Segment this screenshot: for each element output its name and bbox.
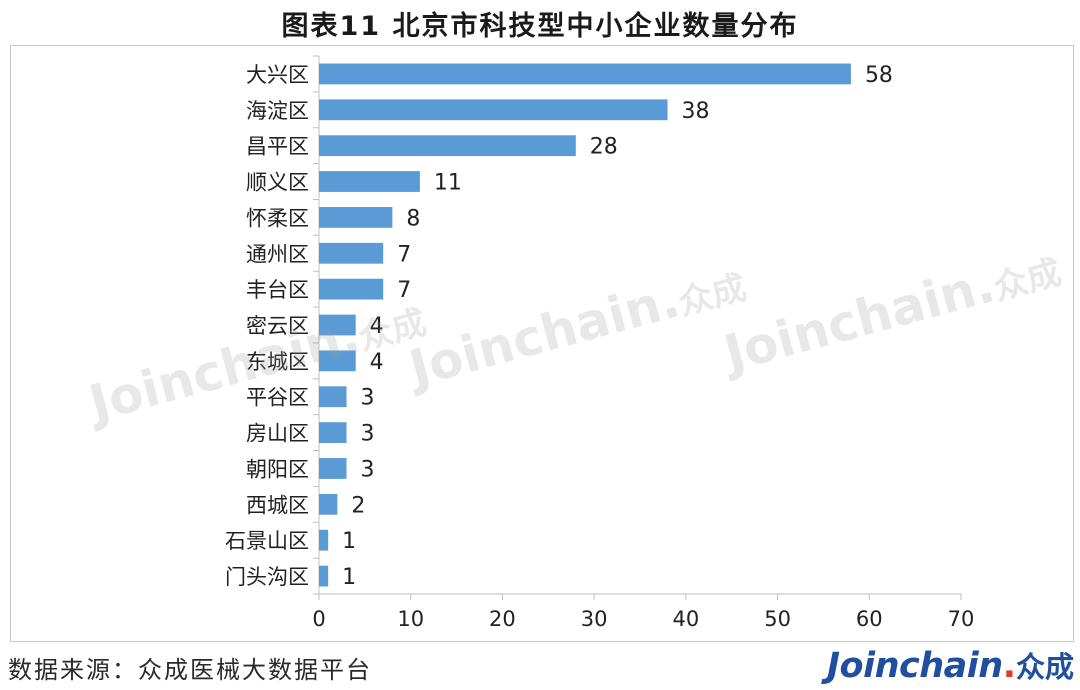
category-label: 大兴区 [246, 63, 309, 87]
data-label: 2 [351, 493, 365, 518]
category-label: 昌平区 [246, 135, 309, 159]
bar [319, 135, 576, 157]
bar [319, 314, 356, 336]
category-label: 朝阳区 [246, 457, 309, 481]
data-label: 3 [361, 386, 375, 411]
data-label: 3 [361, 457, 375, 482]
bar [319, 206, 393, 228]
chart-title: 图表11 北京市科技型中小企业数量分布 [281, 11, 799, 42]
category-label: 东城区 [246, 350, 309, 374]
data-label: 4 [370, 314, 384, 339]
bar [319, 99, 668, 121]
x-tick-label: 20 [489, 607, 516, 631]
x-tick-label: 40 [672, 607, 699, 631]
bar [319, 242, 384, 264]
bar [319, 422, 347, 444]
x-tick-label: 10 [397, 607, 424, 631]
data-label: 11 [434, 171, 462, 196]
x-tick-label: 60 [856, 607, 883, 631]
bar [319, 171, 420, 192]
data-label: 4 [370, 350, 384, 375]
joinchain-logo: Joinchain.众成 [827, 644, 1074, 686]
category-label: 平谷区 [246, 386, 309, 410]
x-tick-label: 0 [312, 607, 325, 631]
category-label: 石景山区 [225, 529, 309, 553]
data-label: 3 [361, 422, 375, 447]
bar [319, 386, 347, 408]
data-label: 7 [397, 242, 411, 267]
data-label: 1 [342, 529, 356, 554]
category-label: 顺义区 [246, 171, 309, 195]
logo-cn: 众成 [1015, 650, 1074, 684]
category-label: 西城区 [246, 493, 309, 517]
category-label: 丰台区 [246, 278, 309, 302]
chart-frame: 0 10 20 30 40 50 60 70 大兴区 58 海淀区 38 昌平区 28 顺义区 11 怀柔区 8 通… [10, 45, 1074, 642]
x-tick-label: 70 [948, 607, 975, 631]
data-label: 58 [865, 63, 893, 88]
logo-latin: Joinchain [827, 646, 1003, 686]
category-label: 门头沟区 [225, 565, 309, 589]
category-label: 密云区 [246, 314, 309, 338]
category-label: 怀柔区 [246, 206, 309, 230]
category-label: 海淀区 [246, 99, 309, 123]
data-label: 8 [406, 206, 420, 231]
data-label: 38 [682, 99, 710, 124]
bar [319, 565, 329, 587]
data-label: 28 [590, 135, 618, 160]
category-label: 通州区 [246, 242, 309, 266]
bar [319, 350, 356, 372]
bar [319, 529, 329, 551]
x-tick-label: 50 [764, 607, 791, 631]
data-source-note: 数据来源：众成医械大数据平台 [8, 656, 372, 684]
bar [319, 278, 384, 300]
bar [319, 493, 338, 515]
x-tick-label: 30 [581, 607, 608, 631]
data-label: 7 [397, 278, 411, 303]
data-label: 1 [342, 565, 356, 590]
logo-dot: . [1002, 646, 1016, 686]
category-label: 房山区 [246, 422, 309, 446]
bar [319, 63, 851, 85]
bar [319, 458, 347, 479]
